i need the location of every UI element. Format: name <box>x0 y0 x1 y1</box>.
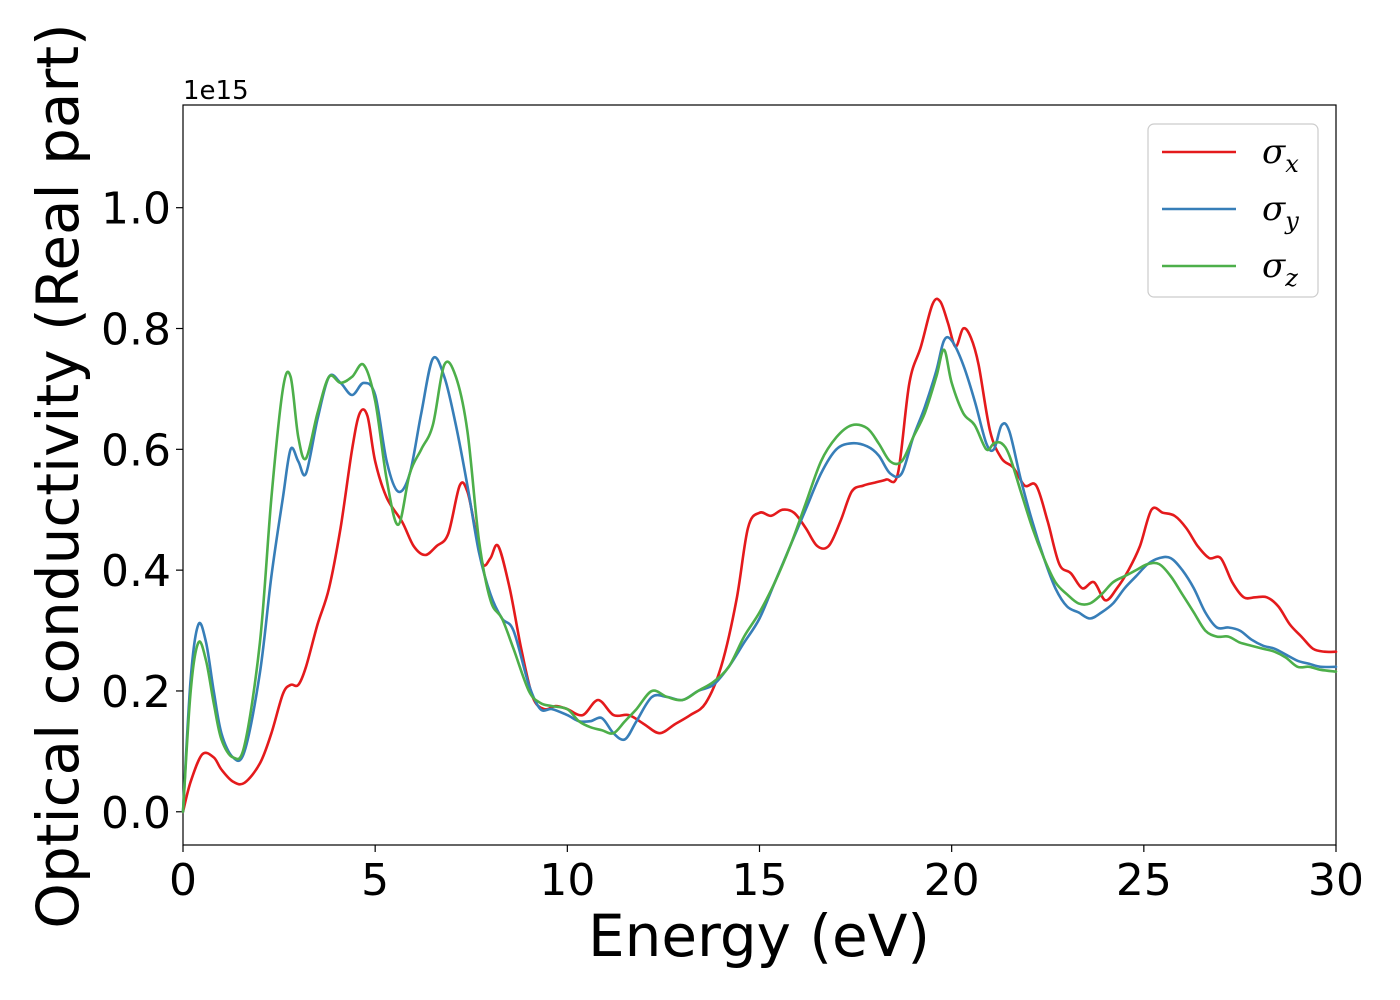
legend-symbol: σ <box>1262 132 1286 172</box>
legend-symbol: σ <box>1262 189 1286 229</box>
legend-symbol: σ <box>1262 246 1286 286</box>
legend-label-y: σy <box>1262 189 1299 235</box>
x-tick-label: 15 <box>732 855 788 906</box>
y-tick-label: 0.8 <box>101 305 171 356</box>
y-tick-label: 0.6 <box>101 425 171 476</box>
legend-box <box>1147 123 1319 298</box>
y-axis-ticks: 0.0 0.2 0.4 0.6 0.8 1.0 <box>101 184 183 839</box>
y-axis-label: Optical conductivity (Real part) <box>24 23 92 928</box>
x-axis-label: Energy (eV) <box>588 902 930 970</box>
y-tick-label: 0.2 <box>101 667 171 718</box>
series-line-y <box>181 335 1338 814</box>
x-tick-label: 5 <box>361 855 389 906</box>
x-tick-label: 20 <box>924 855 980 906</box>
legend-subscript: x <box>1285 150 1299 178</box>
series-lines <box>181 297 1338 814</box>
legend-label-x: σx <box>1262 132 1299 178</box>
y-tick-label: 0.4 <box>101 546 171 597</box>
series-line-z <box>181 348 1338 814</box>
y-tick-label: 0.0 <box>101 788 171 839</box>
y-tick-label: 1.0 <box>101 184 171 235</box>
legend-label-z: σz <box>1262 246 1298 292</box>
x-tick-label: 0 <box>169 855 197 906</box>
x-axis-ticks: 0 5 10 15 20 25 30 <box>169 845 1364 906</box>
x-tick-label: 30 <box>1308 855 1364 906</box>
y-offset-label: 1e15 <box>183 76 249 106</box>
series-line-x <box>181 297 1338 814</box>
legend-subscript: y <box>1284 207 1299 235</box>
x-tick-label: 25 <box>1116 855 1172 906</box>
legend-subscript: z <box>1284 264 1298 292</box>
x-tick-label: 10 <box>539 855 595 906</box>
